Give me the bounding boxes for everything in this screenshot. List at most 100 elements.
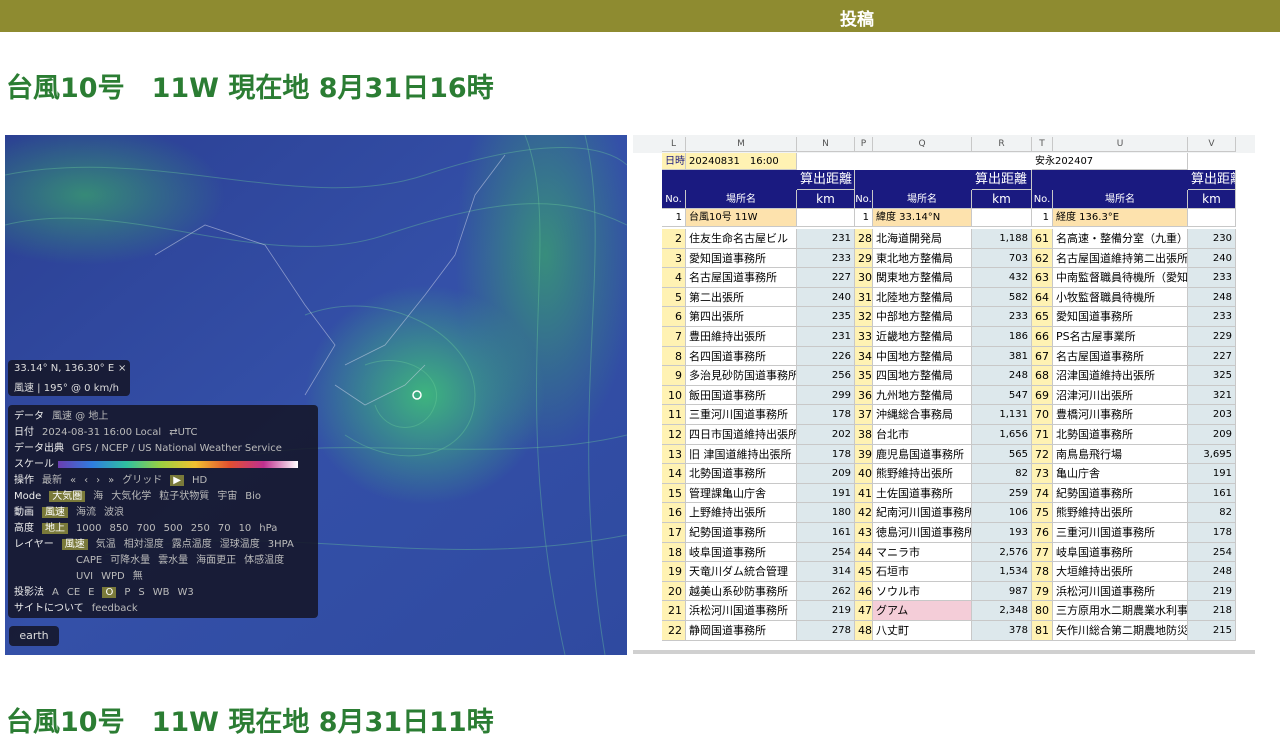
distance: 381 <box>972 346 1032 367</box>
row-number: 65 <box>1032 307 1053 327</box>
row-number: 73 <box>1032 464 1053 484</box>
place: 石垣市 <box>873 562 972 582</box>
panel-label: 日付 <box>14 427 34 438</box>
distance: 178 <box>797 405 855 425</box>
panel-option[interactable]: 海流 <box>76 507 96 518</box>
panel-option[interactable]: E <box>88 587 95 598</box>
distance: 240 <box>1188 248 1236 269</box>
place: 浜松河川国道事務所 <box>686 601 797 621</box>
column-title: km <box>1188 190 1236 209</box>
place: 管理課亀山庁舎 <box>686 483 797 504</box>
panel-option[interactable]: » <box>108 475 115 486</box>
distance: 235 <box>797 307 855 327</box>
panel-label: サイトについて <box>14 603 84 614</box>
panel-option[interactable]: 露点温度 <box>171 539 212 550</box>
panel-option[interactable]: CE <box>66 587 81 598</box>
place: 八丈町 <box>873 621 972 641</box>
row-number: 68 <box>1032 366 1053 386</box>
panel-option[interactable]: S <box>138 587 145 598</box>
row-number: 10 <box>662 385 686 406</box>
panel-option[interactable]: 大気圏 <box>49 491 86 502</box>
panel-option[interactable]: 地上 <box>42 523 68 534</box>
panel-option[interactable]: › <box>96 475 101 486</box>
place: 緯度 33.14°N <box>873 209 972 227</box>
control-panel: データ 風速 @ 地上 日付 2024-08-31 16:00 Local ⇄UTC デー… <box>8 405 318 618</box>
panel-option[interactable]: A <box>52 587 59 598</box>
column-title: 算出距離 <box>1188 170 1236 190</box>
column-header: Q <box>873 137 972 152</box>
distance: 209 <box>1188 425 1236 445</box>
panel-option[interactable]: 最新 <box>42 475 62 486</box>
panel-option[interactable]: グリッド <box>122 475 163 486</box>
panel-option[interactable]: 風速 <box>61 539 88 550</box>
distance: 321 <box>1188 385 1236 406</box>
row-number: 61 <box>1032 229 1053 249</box>
cell <box>855 170 972 190</box>
place: 多治見砂防国道事務所 <box>686 366 797 386</box>
panel-option[interactable]: WPD <box>101 571 125 582</box>
panel-option[interactable]: HD <box>191 475 208 486</box>
panel-option[interactable]: feedback <box>91 603 138 614</box>
panel-option[interactable]: 風速 @ 地上 <box>52 411 109 422</box>
close-button[interactable]: × <box>118 363 127 374</box>
column-header: R <box>972 137 1032 152</box>
panel-option[interactable]: 2024-08-31 16:00 Local <box>42 427 162 438</box>
panel-option[interactable]: O <box>102 587 117 598</box>
panel-option[interactable]: W3 <box>177 587 194 598</box>
row-number: 44 <box>855 542 873 563</box>
panel-option[interactable]: 雲水量 <box>158 555 189 566</box>
panel-option[interactable]: Bio <box>245 491 262 502</box>
panel-option[interactable]: 無 <box>132 571 143 582</box>
panel-option[interactable]: 海面更正 <box>196 555 237 566</box>
panel-option[interactable]: 70 <box>217 523 231 534</box>
row-number: 14 <box>662 464 686 484</box>
column-header: N <box>797 137 855 152</box>
panel-option[interactable]: 粒子状物質 <box>159 491 210 502</box>
panel-option[interactable]: 250 <box>190 523 210 534</box>
place: 矢作川総合第二期農地防災事 <box>1053 621 1188 641</box>
panel-option[interactable]: 相対湿度 <box>123 539 164 550</box>
panel-option[interactable]: WB <box>152 587 170 598</box>
column-title: km <box>797 190 855 209</box>
place: 徳島河川国道事務所 <box>873 523 972 543</box>
panel-option[interactable]: 3HPA <box>267 539 294 550</box>
panel-option[interactable]: 10 <box>238 523 252 534</box>
column-title: 場所名 <box>873 190 972 209</box>
panel-option[interactable]: 体感温度 <box>244 555 285 566</box>
place: 中南監督職員待機所（愛知口 <box>1053 268 1188 288</box>
distance: 106 <box>972 503 1032 523</box>
header-title[interactable]: 投稿 <box>840 10 874 30</box>
panel-option[interactable]: 気温 <box>95 539 116 550</box>
place: 関東地方整備局 <box>873 268 972 288</box>
distance: 254 <box>1188 542 1236 563</box>
panel-option[interactable]: « <box>70 475 77 486</box>
row-number: 32 <box>855 307 873 327</box>
row-number: 35 <box>855 366 873 386</box>
wind-map[interactable]: 33.14° N, 136.30° E × 風速 | 195° @ 0 km/h… <box>5 135 627 655</box>
panel-option[interactable]: CAPE <box>76 555 103 566</box>
panel-option[interactable]: 波浪 <box>104 507 124 518</box>
panel-option[interactable]: ⇄UTC <box>169 427 198 438</box>
panel-option[interactable]: 大気化学 <box>111 491 152 502</box>
panel-option[interactable]: 700 <box>136 523 156 534</box>
panel-option[interactable]: GFS / NCEP / US National Weather Service <box>72 443 282 454</box>
panel-option[interactable]: ‹ <box>84 475 89 486</box>
panel-option[interactable]: UVI <box>76 571 94 582</box>
header-bar: 投稿 <box>0 0 1280 32</box>
panel-option[interactable]: 500 <box>163 523 183 534</box>
distance: 248 <box>1188 562 1236 582</box>
panel-option[interactable]: 1000 <box>76 523 102 534</box>
earth-logo[interactable]: earth <box>9 626 59 646</box>
row-number: 1 <box>1032 209 1053 227</box>
panel-option[interactable]: P <box>124 587 131 598</box>
panel-option[interactable]: 850 <box>109 523 129 534</box>
panel-option[interactable]: 湿球温度 <box>219 539 260 550</box>
panel-option[interactable]: 海 <box>93 491 104 502</box>
panel-option[interactable]: 可降水量 <box>110 555 151 566</box>
panel-option[interactable]: 風速 <box>42 507 68 518</box>
distance: 233 <box>797 248 855 269</box>
panel-option[interactable]: 宇宙 <box>217 491 238 502</box>
panel-option[interactable]: hPa <box>259 523 278 534</box>
panel-label: データ <box>14 411 44 422</box>
panel-option[interactable]: ▶ <box>170 475 184 486</box>
